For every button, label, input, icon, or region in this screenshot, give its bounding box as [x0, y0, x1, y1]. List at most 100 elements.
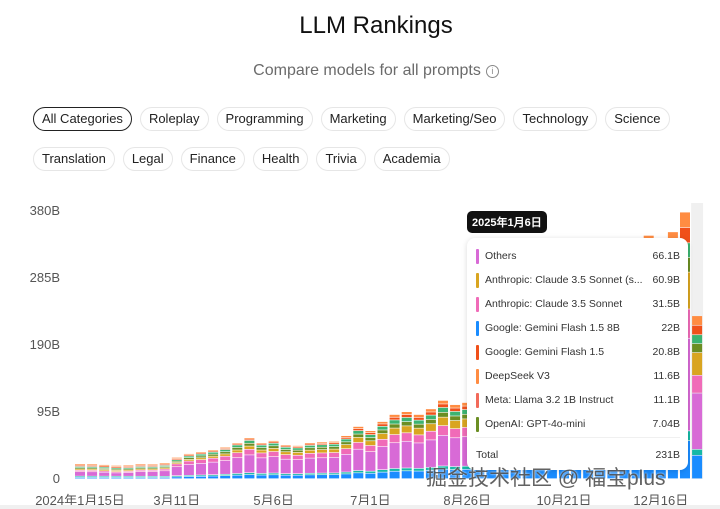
- bar-segment: [111, 477, 122, 479]
- bar-week-5[interactable]: [135, 464, 146, 479]
- bar-segment: [171, 476, 182, 477]
- category-chip[interactable]: Legal: [122, 147, 173, 171]
- bar-segment: [256, 450, 267, 453]
- bar-segment: [353, 437, 364, 443]
- bar-segment: [413, 428, 424, 435]
- bar-week-7[interactable]: [159, 463, 170, 479]
- tooltip-row: Anthropic: Claude 3.5 Sonnet 31.5B: [476, 296, 680, 312]
- bar-segment: [401, 441, 412, 468]
- bar-week-51[interactable]: [692, 316, 703, 479]
- series-color-swatch: [476, 368, 479, 384]
- bar-segment: [244, 438, 255, 439]
- series-color-swatch: [476, 344, 479, 360]
- bar-segment: [159, 476, 170, 478]
- bar-segment: [268, 440, 279, 442]
- bar-segment: [147, 466, 158, 468]
- bar-week-24[interactable]: [365, 431, 376, 479]
- bar-segment: [111, 471, 122, 473]
- bar-week-12[interactable]: [220, 447, 231, 479]
- bar-week-28[interactable]: [413, 414, 424, 479]
- bar-segment: [389, 428, 400, 435]
- bar-week-0[interactable]: [75, 464, 85, 479]
- bar-segment: [183, 458, 194, 460]
- category-chip[interactable]: Academia: [373, 147, 450, 171]
- bar-segment: [268, 448, 279, 452]
- bar-week-10[interactable]: [196, 452, 206, 479]
- bar-segment: [280, 447, 291, 450]
- bar-week-17[interactable]: [280, 445, 291, 479]
- bar-segment: [232, 447, 243, 450]
- category-chip[interactable]: Roleplay: [139, 107, 209, 131]
- bar-week-14[interactable]: [244, 438, 255, 479]
- bar-week-18[interactable]: [292, 445, 303, 479]
- tooltip-series-value: 7.04B: [652, 418, 680, 430]
- bar-segment: [304, 458, 315, 473]
- bar-segment: [208, 458, 219, 462]
- bar-segment: [135, 465, 146, 467]
- tooltip-row: Others 66.1B: [476, 248, 680, 264]
- tooltip-series-value: 60.9B: [652, 274, 680, 286]
- bar-segment: [317, 445, 327, 447]
- bar-segment: [99, 469, 110, 471]
- bar-segment: [353, 428, 364, 431]
- bar-week-4[interactable]: [123, 465, 134, 479]
- category-chip[interactable]: Marketing: [320, 107, 396, 131]
- bar-week-13[interactable]: [232, 443, 243, 479]
- category-chip[interactable]: Finance: [180, 147, 245, 171]
- category-chip[interactable]: Trivia: [316, 147, 366, 171]
- bar-week-29[interactable]: [425, 409, 436, 479]
- bar-segment: [196, 452, 206, 453]
- bar-week-23[interactable]: [353, 426, 364, 479]
- bar-week-9[interactable]: [183, 453, 194, 479]
- series-color-swatch: [476, 296, 479, 312]
- bar-segment: [377, 426, 388, 430]
- category-chip[interactable]: Health: [252, 147, 309, 171]
- bar-segment: [353, 442, 364, 449]
- bar-week-19[interactable]: [304, 443, 315, 479]
- bar-segment: [159, 471, 170, 476]
- bar-week-6[interactable]: [147, 464, 158, 479]
- bar-week-20[interactable]: [317, 442, 327, 479]
- bar-segment: [692, 316, 703, 325]
- bar-segment: [135, 477, 146, 479]
- bar-segment: [341, 442, 352, 445]
- horizontal-scrollbar[interactable]: [0, 505, 720, 509]
- bar-segment: [208, 456, 219, 458]
- bar-segment: [474, 468, 485, 479]
- bar-week-16[interactable]: [268, 440, 279, 479]
- y-tick-label: 285B: [29, 270, 60, 285]
- bar-segment: [425, 424, 436, 431]
- category-chip[interactable]: Programming: [216, 107, 313, 131]
- bar-segment: [196, 459, 206, 464]
- bar-segment: [280, 449, 291, 452]
- category-chip[interactable]: All Categories: [33, 107, 132, 131]
- bar-week-3[interactable]: [111, 465, 122, 479]
- bar-week-1[interactable]: [87, 464, 98, 479]
- y-tick-label: 380B: [29, 203, 60, 218]
- category-chip[interactable]: Translation: [33, 147, 115, 171]
- bar-week-15[interactable]: [256, 443, 267, 479]
- bar-segment: [425, 431, 436, 440]
- bar-segment: [438, 412, 448, 417]
- category-chip[interactable]: Science: [605, 107, 670, 131]
- info-icon[interactable]: i: [485, 65, 499, 78]
- tooltip-divider: [475, 437, 680, 438]
- category-chip[interactable]: Technology: [513, 107, 598, 131]
- bar-segment: [389, 414, 400, 417]
- bar-segment: [692, 352, 703, 375]
- bar-week-21[interactable]: [329, 441, 340, 479]
- category-chip[interactable]: Marketing/Seo: [403, 107, 506, 131]
- bar-week-2[interactable]: [99, 464, 110, 479]
- bar-week-22[interactable]: [341, 435, 352, 479]
- bar-week-30[interactable]: [438, 400, 448, 479]
- bar-week-8[interactable]: [171, 457, 182, 479]
- bar-week-31[interactable]: [450, 404, 461, 479]
- bar-week-11[interactable]: [208, 450, 219, 479]
- bar-week-26[interactable]: [389, 414, 400, 479]
- bar-week-27[interactable]: [401, 412, 412, 479]
- bar-segment: [208, 462, 219, 475]
- page-title: LLM Rankings: [299, 12, 453, 39]
- bar-week-25[interactable]: [377, 421, 388, 479]
- bar-segment: [123, 470, 134, 472]
- bar-segment: [208, 454, 219, 456]
